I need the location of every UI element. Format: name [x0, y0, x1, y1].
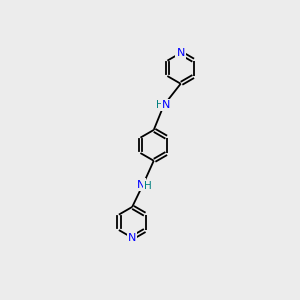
Text: N: N — [162, 100, 170, 110]
Text: H: H — [156, 100, 164, 110]
Text: N: N — [136, 180, 145, 190]
Text: N: N — [128, 233, 136, 243]
Text: N: N — [176, 48, 185, 58]
Text: H: H — [144, 181, 152, 191]
